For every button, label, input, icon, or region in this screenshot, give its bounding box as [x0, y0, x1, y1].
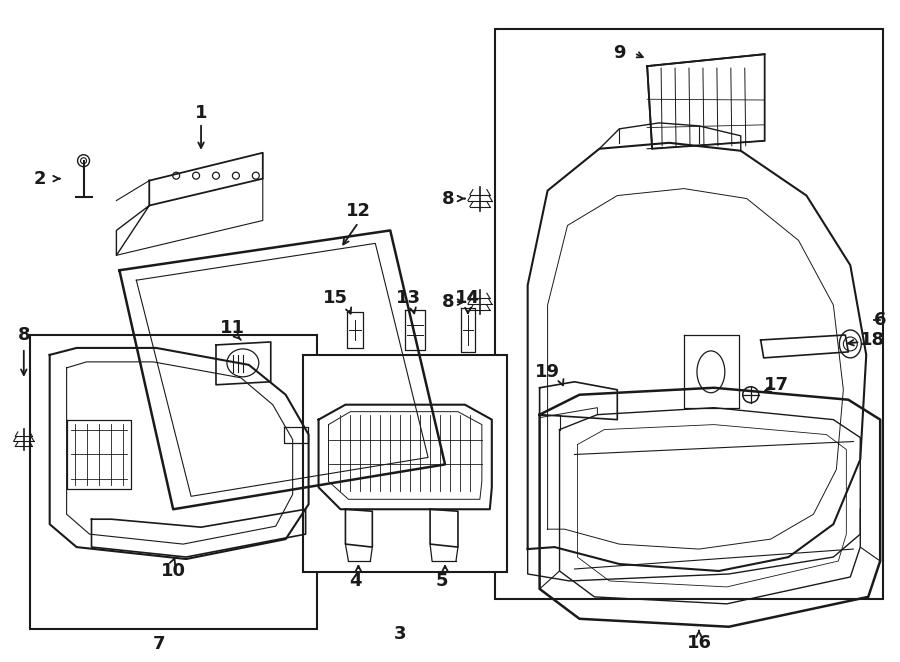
Text: 9: 9: [613, 44, 626, 62]
Text: 2: 2: [33, 169, 46, 187]
Text: 7: 7: [153, 635, 166, 653]
Text: 18: 18: [860, 331, 885, 349]
Text: 15: 15: [323, 289, 348, 307]
Text: 11: 11: [220, 319, 246, 337]
Bar: [302, 355, 507, 572]
Text: 17: 17: [764, 376, 789, 394]
Text: 6: 6: [874, 311, 886, 329]
Text: 16: 16: [687, 634, 712, 651]
Bar: [495, 29, 883, 599]
Text: 1: 1: [194, 104, 207, 122]
Text: 19: 19: [536, 363, 560, 381]
Text: 13: 13: [396, 289, 420, 307]
Text: 8: 8: [442, 189, 454, 208]
Text: 3: 3: [394, 625, 407, 643]
Bar: [30, 335, 317, 629]
Text: 4: 4: [349, 572, 362, 590]
Text: 8: 8: [442, 293, 454, 311]
Text: 14: 14: [455, 289, 481, 307]
Text: 5: 5: [436, 572, 448, 590]
Text: 12: 12: [346, 201, 371, 220]
Text: 10: 10: [161, 562, 185, 580]
Text: 8: 8: [17, 326, 30, 344]
